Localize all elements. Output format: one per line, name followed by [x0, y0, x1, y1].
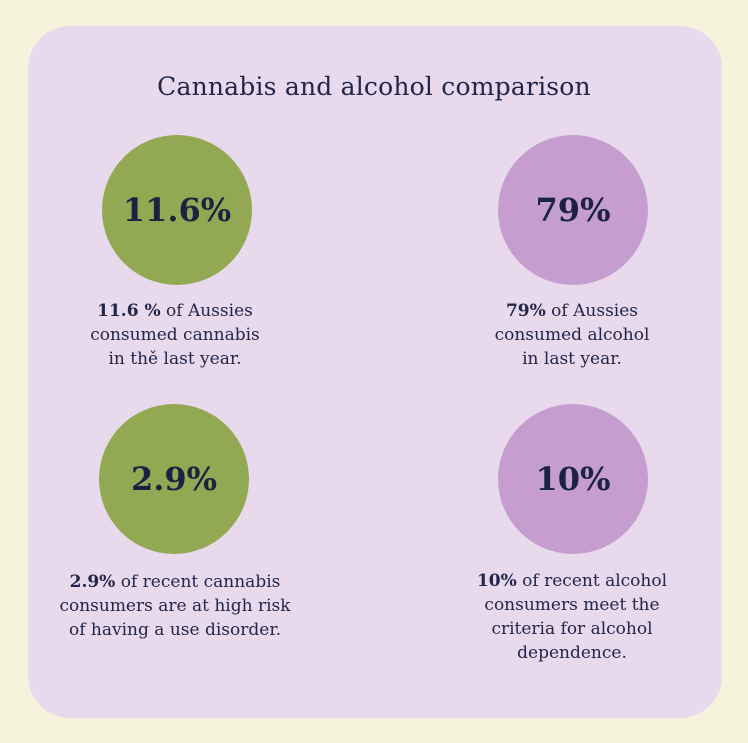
cannabis-risk-circle: 2.9%	[99, 404, 249, 554]
alcohol-usage-circle: 79%	[498, 135, 648, 285]
alcohol-usage-lead: 79%	[505, 301, 546, 321]
cannabis-usage-circle: 11.6%	[102, 135, 252, 285]
alcohol-usage-value: 79%	[535, 191, 611, 229]
cannabis-usage-value: 11.6%	[122, 191, 232, 229]
cannabis-risk-caption: 2.9% of recent cannabis consumers are at…	[59, 572, 291, 640]
alcohol-dependence-value: 10%	[535, 460, 611, 498]
cannabis-risk-lead: 2.9%	[69, 572, 116, 592]
page-title: Cannabis and alcohol comparison	[157, 72, 591, 101]
cannabis-usage-lead: 11.6 %	[97, 301, 161, 321]
cannabis-risk-value: 2.9%	[130, 460, 218, 498]
infographic-card	[28, 26, 722, 718]
alcohol-usage-caption: 79% of Aussies consumed alcohol in last …	[494, 301, 650, 369]
alcohol-dependence-circle: 10%	[498, 404, 648, 554]
alcohol-dependence-lead: 10%	[476, 571, 517, 591]
alcohol-dependence-caption: 10% of recent alcohol consumers meet the…	[476, 571, 668, 663]
cannabis-usage-caption: 11.6 % of Aussies consumed cannabis in t…	[90, 301, 260, 369]
